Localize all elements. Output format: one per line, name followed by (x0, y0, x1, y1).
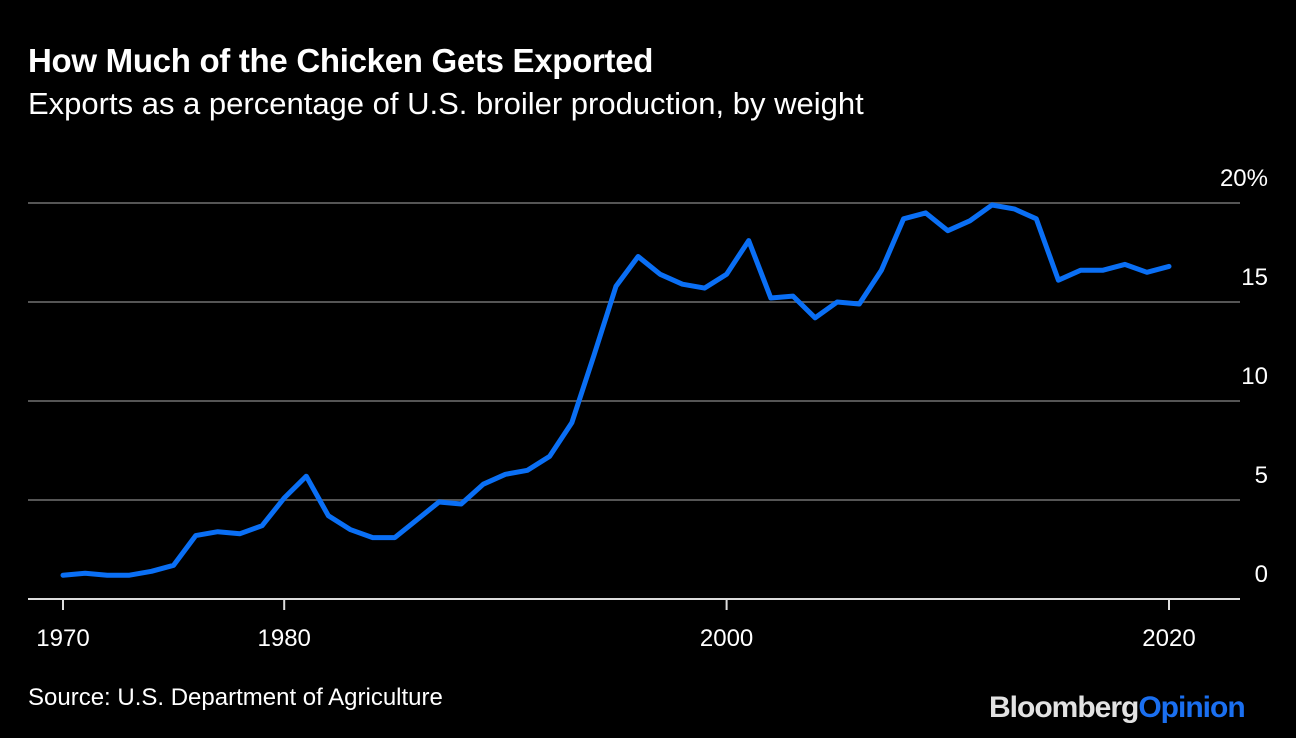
y-tick-label: 10 (1241, 363, 1268, 390)
chart-title: How Much of the Chicken Gets Exported (28, 42, 654, 79)
x-tick-label: 1980 (258, 625, 311, 652)
y-tick-label: 0 (1255, 561, 1268, 588)
y-tick-label: 5 (1255, 462, 1268, 489)
x-tick-label: 2020 (1142, 625, 1195, 652)
series-line (60, 202, 1172, 578)
chart-subtitle: Exports as a percentage of U.S. broiler … (28, 86, 864, 121)
source-note: Source: U.S. Department of Agriculture (28, 684, 443, 711)
y-tick-label: 20% (1220, 165, 1268, 192)
logo-brand: Bloomberg (989, 691, 1139, 724)
bloomberg-opinion-logo: BloombergOpinion (989, 691, 1246, 725)
x-tick-label: 1970 (36, 625, 89, 652)
x-tick-label: 2000 (700, 625, 753, 652)
y-tick-label: 15 (1241, 264, 1268, 291)
logo-section: Opinion (1138, 691, 1245, 724)
